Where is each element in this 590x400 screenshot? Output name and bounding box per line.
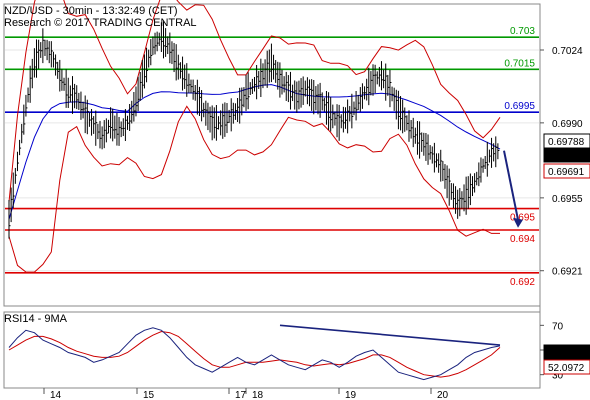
x-tick-label: 18 (252, 390, 264, 400)
x-tick-label: 14 (50, 390, 62, 400)
x-axis: 14 15 17 18 19 20 (43, 388, 449, 400)
level-label-resistance: 0.703 (510, 26, 535, 37)
bollinger-lower (8, 105, 500, 273)
price-tag-label: 0.6977 (548, 151, 579, 162)
rsi-line (8, 327, 501, 381)
rsi-pane-label: RSI14 - 9MA (4, 313, 68, 325)
rsi-ma-line (8, 330, 501, 378)
level-label-pivot: 0.6995 (504, 101, 535, 112)
rsi-y-tick-label: 30 (552, 371, 564, 382)
level-lines: 0.703 0.7015 0.6995 0.695 0.694 0.692 (5, 26, 539, 288)
rsi-lines (8, 324, 501, 381)
forecast-arrow-head (513, 217, 523, 228)
rsi-tag-label: 53.2686 (548, 348, 585, 359)
x-tick-label: 20 (437, 390, 449, 400)
chart-title: NZD/USD - 30min - 13:32:49 (CET) (4, 5, 178, 17)
bollinger-upper (8, 0, 501, 203)
x-tick-label: 15 (143, 390, 155, 400)
x-tick-label: 17 (235, 390, 247, 400)
price-tag-box (543, 163, 590, 179)
price-y-tick-label: 0.6955 (552, 194, 583, 205)
rsi-tag-box (543, 359, 590, 375)
price-tags: 0.69788 0.6977 0.69691 (543, 133, 590, 179)
forecast-arrow (503, 150, 523, 228)
level-label-support: 0.694 (510, 234, 535, 245)
rsi-tag-box (543, 344, 590, 360)
price-tag-box (543, 147, 590, 163)
rsi-trendline (279, 324, 501, 346)
rsi-tag-label: 52.0972 (548, 363, 585, 374)
price-tag-label: 0.69788 (548, 137, 585, 148)
level-label-resistance: 0.7015 (504, 58, 535, 69)
level-label-support: 0.695 (510, 213, 535, 224)
price-y-tick-label: 0.6990 (552, 119, 583, 130)
price-tag-label: 0.69691 (548, 167, 585, 178)
x-tick-label: 19 (345, 390, 357, 400)
level-label-support: 0.692 (510, 277, 535, 288)
price-y-axis: 0.7024 0.6990 0.6955 0.6921 (540, 46, 583, 278)
price-y-tick-label: 0.6921 (552, 267, 583, 278)
rsi-y-tick-label: 70 (552, 321, 564, 332)
price-bars (8, 21, 500, 239)
forecast-arrow-shaft (503, 150, 519, 220)
chart-subtitle: Research © 2017 TRADING CENTRAL (4, 17, 197, 29)
price-y-tick-label: 0.7024 (552, 46, 583, 57)
